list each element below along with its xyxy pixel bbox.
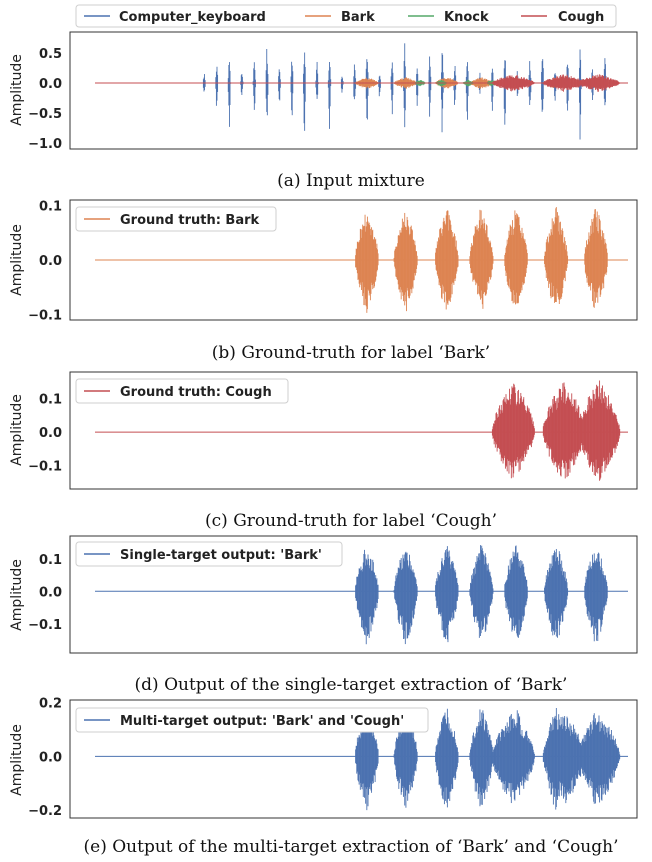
ytick-label: 0.0 (39, 750, 62, 765)
plot-frame (69, 199, 638, 321)
legend: Ground truth: Bark (75, 206, 277, 232)
plot-frame (69, 535, 638, 654)
y-axis-label: Amplitude (9, 224, 25, 296)
legend: Ground truth: Cough (75, 378, 289, 404)
top-legend-entry: Computer_keyboard (84, 10, 266, 25)
legend: Single-target output: 'Bark' (75, 541, 343, 567)
panel-e-waveform (95, 707, 628, 811)
y-axis-label: Amplitude (9, 559, 25, 631)
ytick-label: −0.1 (28, 309, 62, 324)
ytick-label: 0.1 (39, 199, 62, 214)
top-legend: Computer_keyboard Bark Knock Cough (75, 4, 617, 28)
panel-caption: (b) Ground-truth for label ‘Bark’ (212, 343, 490, 363)
panel-c: 0.1 0.0 −0.1 Amplitude Ground truth: Cou… (9, 371, 638, 531)
legend-label: Ground truth: Cough (120, 385, 272, 400)
legend-label: Single-target output: 'Bark' (120, 548, 322, 563)
panel-b-waveform (95, 207, 628, 313)
plot-frame (69, 371, 638, 490)
legend-label: Cough (558, 10, 604, 25)
ytick-label: −0.5 (28, 107, 62, 122)
panel-b: 0.1 0.0 −0.1 Amplitude Ground truth: Bar… (9, 199, 638, 363)
top-legend-entry: Knock (408, 10, 489, 25)
legend-label: Bark (341, 10, 375, 25)
panel-d-waveform (95, 545, 628, 645)
ytick-label: 0.1 (39, 393, 62, 408)
y-axis-label: Amplitude (9, 724, 25, 796)
legend-label: Multi-target output: 'Bark' and 'Cough' (120, 714, 404, 729)
legend-box (75, 378, 289, 404)
y-axis-label: Amplitude (9, 54, 25, 126)
legend-box (75, 206, 277, 232)
ytick-label: 0.2 (39, 697, 62, 712)
legend-label: Computer_keyboard (119, 10, 266, 25)
ytick-label: 0.0 (39, 426, 62, 441)
legend-box (75, 707, 429, 733)
ytick-label: −1.0 (28, 137, 62, 152)
y-axis-label: Amplitude (9, 394, 25, 466)
panel-caption: (c) Ground-truth for label ‘Cough’ (205, 511, 497, 531)
top-legend-entry: Cough (521, 10, 604, 25)
panel-d: 0.1 0.0 −0.1 Amplitude Single-target out… (9, 535, 638, 695)
panel-caption: (d) Output of the single-target extracti… (135, 675, 568, 695)
top-legend-entry: Bark (305, 10, 375, 25)
top-legend-box (75, 4, 617, 28)
panel-c-waveform (95, 380, 628, 481)
ytick-label: 0.5 (39, 47, 62, 62)
legend-label: Knock (444, 10, 489, 25)
legend-label: Ground truth: Bark (120, 213, 260, 228)
ytick-label: 0.1 (39, 553, 62, 568)
legend-box (75, 541, 343, 567)
legend: Multi-target output: 'Bark' and 'Cough' (75, 707, 429, 733)
ytick-label: 0.0 (39, 254, 62, 269)
ytick-label: 0.0 (39, 77, 62, 92)
panel-a: 0.5 0.0 −0.5 −1.0 Amplitude (a) Input mi… (9, 31, 638, 191)
plot-frame (69, 699, 638, 819)
ytick-label: −0.1 (28, 460, 62, 475)
ytick-label: −0.1 (28, 618, 62, 633)
ytick-label: 0.0 (39, 585, 62, 600)
plot-frame (69, 31, 638, 150)
panel-caption: (e) Output of the multi-target extractio… (84, 837, 619, 857)
panel-caption: (a) Input mixture (277, 171, 425, 191)
panel-a-waveforms (95, 43, 628, 140)
panel-e: 0.2 0.0 −0.2 Amplitude Multi-target outp… (9, 697, 638, 857)
ytick-label: −0.2 (28, 804, 62, 819)
